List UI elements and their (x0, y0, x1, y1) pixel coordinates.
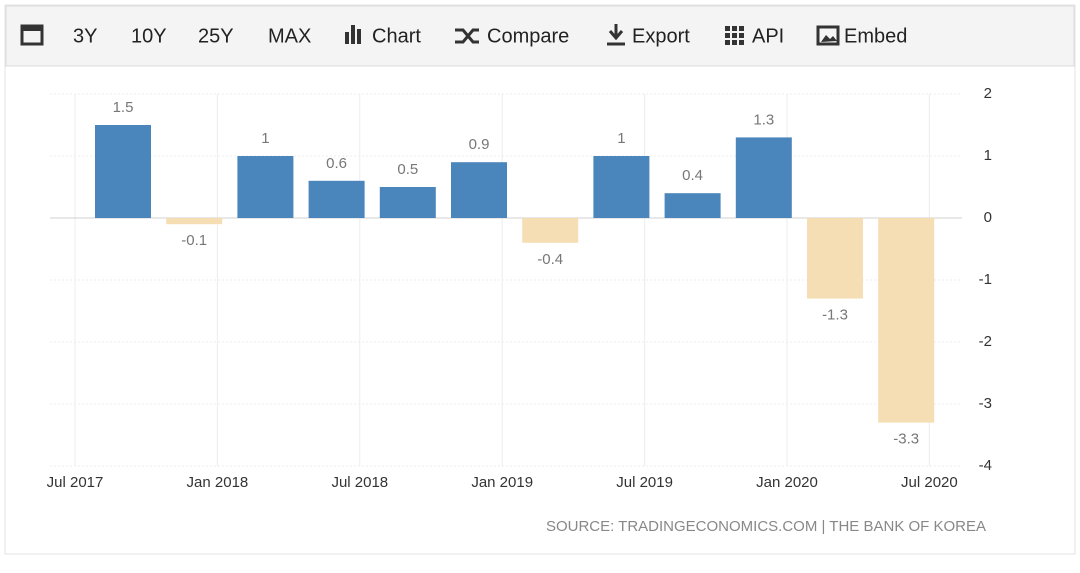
x-tick-label: Jul 2020 (901, 474, 958, 491)
data-label: 1 (617, 130, 625, 147)
data-label: -3.3 (893, 431, 919, 448)
data-label: 1.5 (113, 99, 134, 116)
export-button[interactable]: Export (632, 25, 690, 47)
source-note: SOURCE: TRADINGECONOMICS.COM | THE BANK … (546, 518, 986, 535)
toolbar (5, 5, 1075, 67)
bar (522, 218, 579, 243)
x-tick-label: Jul 2018 (331, 474, 388, 491)
bar (664, 193, 721, 218)
x-tick-label: Jan 2018 (187, 474, 249, 491)
calendar-icon (20, 24, 44, 46)
bar (379, 187, 436, 218)
chart-icon (345, 25, 361, 44)
bar (237, 156, 294, 218)
data-label: -1.3 (822, 307, 848, 324)
data-label: -0.1 (181, 232, 207, 249)
data-label: 0.6 (326, 155, 347, 172)
bar (735, 137, 792, 218)
compare-button[interactable]: Compare (487, 25, 569, 47)
range-max[interactable]: MAX (268, 25, 311, 47)
range-25y[interactable]: 25Y (198, 25, 234, 47)
data-label: 0.4 (682, 167, 703, 184)
bar (807, 218, 863, 299)
bar (166, 218, 223, 225)
api-button[interactable]: API (752, 25, 784, 47)
x-tick-label: Jan 2019 (471, 474, 533, 491)
bar (593, 156, 650, 218)
embed-button[interactable]: Embed (844, 25, 907, 47)
y-tick-label: 0 (984, 209, 992, 226)
data-label: 1 (261, 130, 269, 147)
x-tick-label: Jan 2020 (756, 474, 818, 491)
api-icon (725, 26, 744, 45)
bar (451, 162, 507, 218)
y-tick-label: -4 (979, 457, 992, 474)
data-label: 1.3 (753, 111, 774, 128)
data-label: -0.4 (537, 251, 563, 268)
chart-button[interactable]: Chart (372, 25, 421, 47)
x-tick-label: Jul 2019 (616, 474, 673, 491)
data-label: 0.5 (397, 161, 418, 178)
range-3y[interactable]: 3Y (73, 25, 97, 47)
export-icon (607, 24, 625, 46)
bar (308, 180, 365, 218)
data-label: 0.9 (469, 136, 490, 153)
y-tick-label: -3 (979, 395, 992, 412)
y-tick-label: -2 (979, 333, 992, 350)
x-tick-label: Jul 2017 (47, 474, 104, 491)
y-tick-label: 2 (984, 85, 992, 102)
compare-icon (455, 28, 479, 44)
bar (878, 218, 935, 423)
y-tick-label: -1 (979, 271, 992, 288)
range-10y[interactable]: 10Y (131, 25, 167, 47)
embed-icon (816, 25, 840, 46)
y-tick-label: 1 (984, 147, 992, 164)
bar (95, 125, 151, 218)
